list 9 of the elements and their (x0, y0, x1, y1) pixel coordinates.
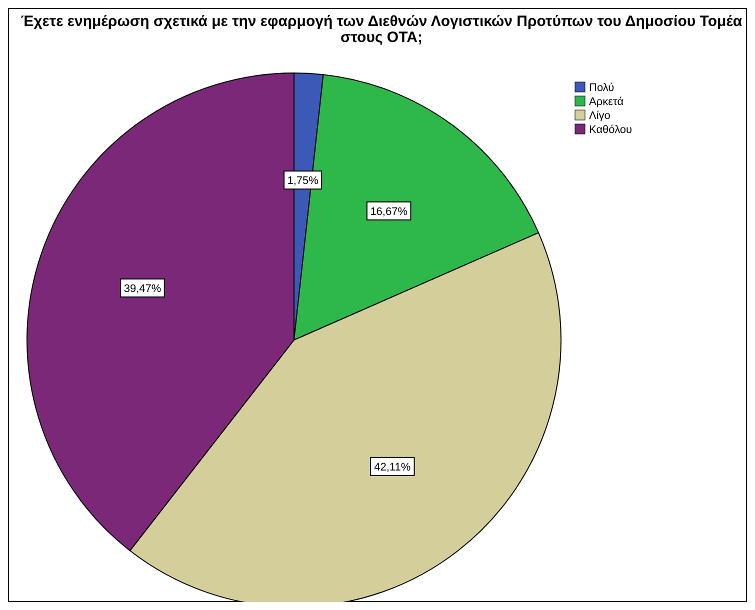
chart-title: Έχετε ενημέρωση σχετικά με την εφαρμογή των Διεθνών Λογιστικών Προτύπων του Δημοσίου Τομέα στους ΟΤΑ; (20, 13, 743, 46)
data-label: 1,75% (287, 175, 319, 188)
legend-label: Λίγο (589, 110, 610, 122)
data-label: 42,11% (374, 461, 411, 474)
legend-label: Καθόλου (589, 124, 632, 136)
data-label: 39,47% (124, 282, 162, 295)
data-label: 16,67% (370, 206, 408, 218)
legend-label: Αρκετά (589, 96, 624, 108)
legend-label: Πολύ (589, 82, 614, 94)
